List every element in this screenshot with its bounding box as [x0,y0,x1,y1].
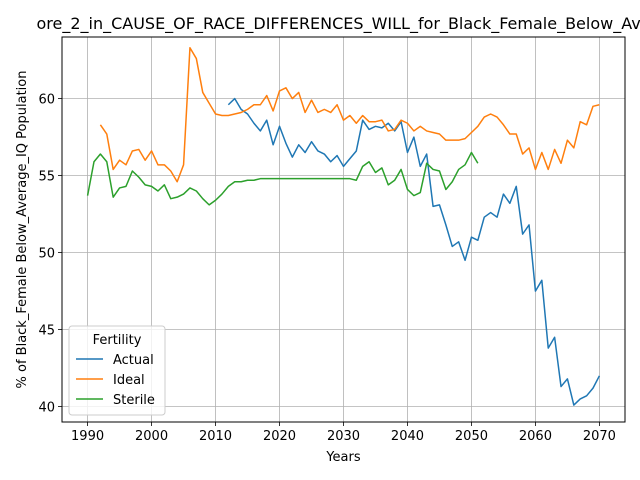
x-tick-label: 2070 [583,429,616,444]
series-line-sterile [86,151,479,206]
legend-label-sterile: Sterile [113,393,155,408]
y-tick-label: 45 [38,324,55,339]
legend-box [68,325,166,416]
y-tick-label: 55 [38,170,55,185]
x-tick-label: 2010 [199,429,232,444]
y-tick-label: 60 [38,93,55,108]
x-tick-label: 2020 [263,429,296,444]
x-tick-label: 2030 [327,429,360,444]
x-tick-label: 1990 [71,429,104,444]
x-axis-label: Years [325,450,361,465]
series-lines [86,47,601,406]
x-tick-label: 2000 [135,429,168,444]
series-line-ideal [99,47,600,183]
legend-label-ideal: Ideal [113,373,145,388]
y-tick-label: 50 [38,247,55,262]
legend-title: Fertility [93,333,142,348]
axis-ticks: 1990 2000 2010 2020 2030 2040 2050 2060 2070 40 45… [38,93,616,444]
series-line-actual [227,97,601,406]
y-tick-label: 40 [38,401,55,416]
x-tick-label: 2040 [391,429,424,444]
grid-lines [62,37,625,422]
legend: Fertility Actual Ideal Sterile [68,325,166,416]
x-tick-label: 2050 [455,429,488,444]
chart-title: ore_2_in_CAUSE_OF_RACE_DIFFERENCES_WILL_… [36,14,640,34]
y-axis-label: % of Black_Female Below_Average_IQ Popul… [15,71,30,389]
x-tick-label: 2060 [519,429,552,444]
legend-label-actual: Actual [113,353,154,368]
legend-items: Actual Ideal Sterile [76,353,155,408]
